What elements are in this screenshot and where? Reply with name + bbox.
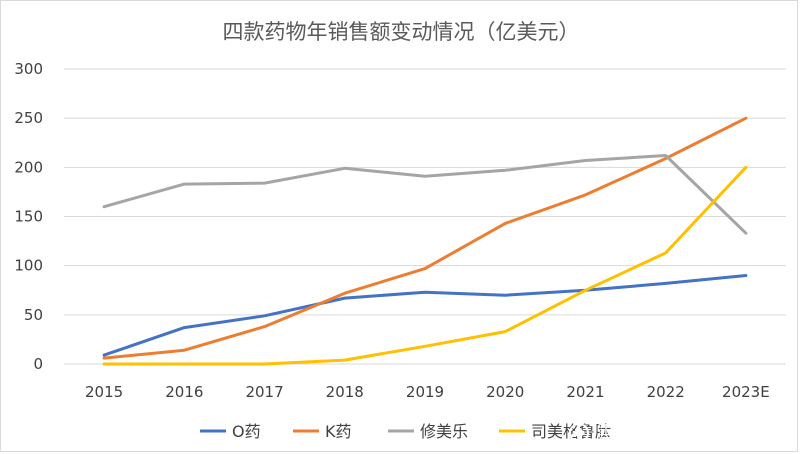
data-point xyxy=(504,330,507,333)
data-point xyxy=(102,356,106,360)
x-tick-label: 2021 xyxy=(566,383,604,401)
legend-label: K药 xyxy=(325,422,352,441)
data-point xyxy=(183,362,186,366)
data-point xyxy=(183,349,186,352)
data-point xyxy=(584,193,587,197)
y-tick-label: 200 xyxy=(14,158,43,176)
data-point xyxy=(343,358,346,362)
x-tick-label: 2022 xyxy=(647,383,685,401)
y-tick-label: 50 xyxy=(24,306,43,324)
legend-label: 修美乐 xyxy=(420,422,468,441)
x-tick-label: 2015 xyxy=(85,383,123,401)
data-point xyxy=(664,282,667,285)
data-point xyxy=(423,345,427,348)
watermark-text: 雪球：E药经理人 xyxy=(596,421,749,445)
y-tick-label: 100 xyxy=(14,257,43,275)
chart-title: 四款药物年销售额变动情况（亿美元） xyxy=(223,20,580,44)
data-point xyxy=(504,222,507,225)
data-point xyxy=(343,296,346,300)
data-point xyxy=(584,289,587,292)
series-lines xyxy=(102,116,748,366)
data-point xyxy=(263,325,266,328)
data-point xyxy=(744,274,748,277)
data-point xyxy=(504,169,507,172)
data-point xyxy=(183,326,186,329)
data-point xyxy=(263,314,266,318)
data-point xyxy=(423,174,427,178)
snowball-logo-icon xyxy=(569,423,589,443)
legend-label: O药 xyxy=(232,422,261,441)
data-point xyxy=(423,291,427,294)
data-point xyxy=(504,293,507,297)
data-point xyxy=(584,159,587,162)
legend: O药 K药 修美乐 司美格鲁肽 xyxy=(200,422,611,441)
x-tick-label: 2019 xyxy=(406,383,444,401)
gridlines xyxy=(64,68,786,365)
watermark: 雪球：E药经理人 xyxy=(569,421,749,445)
data-point xyxy=(102,362,106,366)
data-point xyxy=(102,353,106,357)
data-point xyxy=(744,116,748,120)
y-tick-label: 250 xyxy=(14,109,43,127)
data-point xyxy=(263,362,266,366)
data-point xyxy=(183,182,186,186)
data-point xyxy=(343,167,346,170)
y-tick-label: 0 xyxy=(33,355,43,373)
data-point xyxy=(343,292,346,295)
x-tick-label: 2023E xyxy=(722,383,770,401)
data-point xyxy=(263,181,266,185)
x-tick-label: 2017 xyxy=(245,383,283,401)
x-tick-label: 2016 xyxy=(165,383,203,401)
series-line-1 xyxy=(102,116,748,360)
y-axis-ticks: 0 50 100 150 200 250 300 xyxy=(14,60,43,373)
x-axis-ticks: 2015 2016 2017 2018 2019 2020 2021 2022 2023E xyxy=(85,383,770,401)
data-point xyxy=(664,251,667,255)
y-tick-label: 300 xyxy=(14,60,43,78)
y-tick-label: 150 xyxy=(14,208,43,226)
x-tick-label: 2018 xyxy=(326,383,364,401)
x-tick-label: 2020 xyxy=(486,383,524,401)
data-point xyxy=(744,232,748,235)
data-point xyxy=(664,154,667,157)
data-point xyxy=(744,166,748,169)
data-point xyxy=(102,205,106,208)
data-point xyxy=(423,267,427,270)
